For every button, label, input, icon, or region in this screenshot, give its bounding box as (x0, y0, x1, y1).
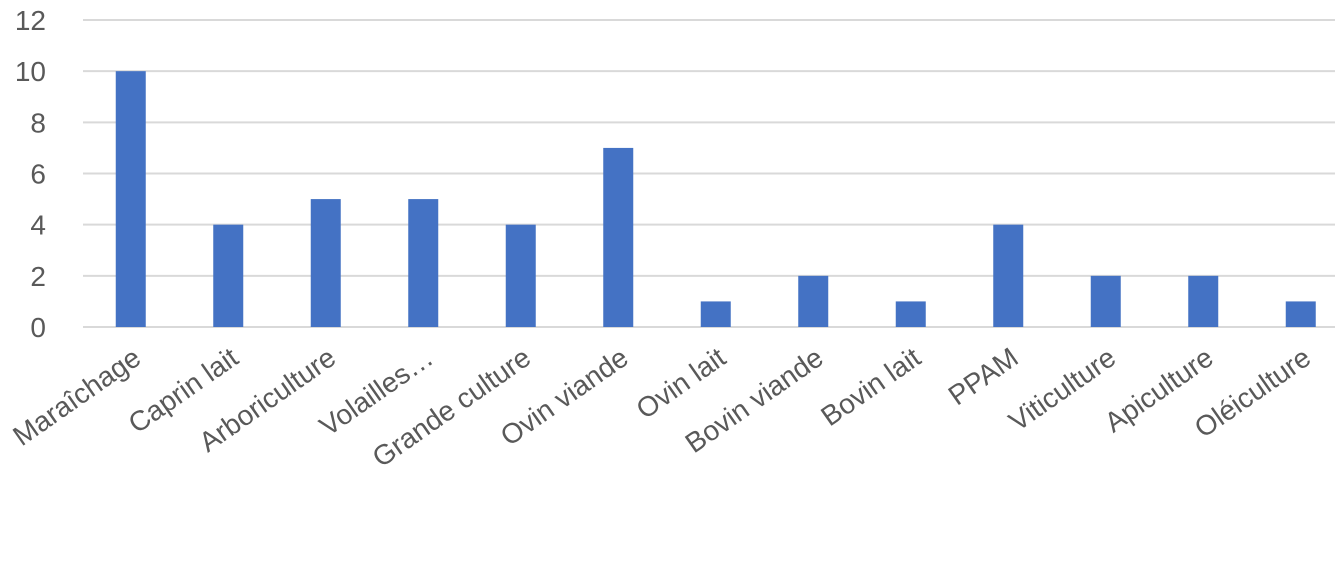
gridlines (83, 19, 1335, 328)
y-tick-label: 4 (30, 210, 46, 241)
bar (310, 199, 341, 327)
x-tick-label: Maraîchage (7, 342, 146, 452)
y-tick-label: 12 (15, 5, 46, 36)
bar (993, 224, 1024, 327)
bar (603, 147, 634, 327)
y-tick-label: 6 (30, 159, 46, 190)
bar (505, 224, 536, 327)
x-tick-label: Bovin lait (815, 341, 926, 432)
y-tick-label: 8 (30, 107, 46, 138)
y-tick-label: 0 (30, 312, 46, 343)
bar (408, 199, 439, 327)
bar (700, 301, 731, 327)
bar (1285, 301, 1316, 327)
y-axis-ticks: 0 2 4 6 8 10 12 (15, 5, 46, 343)
bars (115, 71, 1316, 328)
x-tick-label: Viticulture (1003, 342, 1121, 438)
bar (895, 301, 926, 327)
y-tick-label: 10 (15, 56, 46, 87)
bar (1188, 275, 1219, 327)
bar (213, 224, 244, 327)
bar (798, 275, 829, 327)
x-tick-label: PPAM (943, 342, 1024, 412)
bar (1090, 275, 1121, 327)
y-tick-label: 2 (30, 261, 46, 292)
bar (115, 71, 146, 328)
